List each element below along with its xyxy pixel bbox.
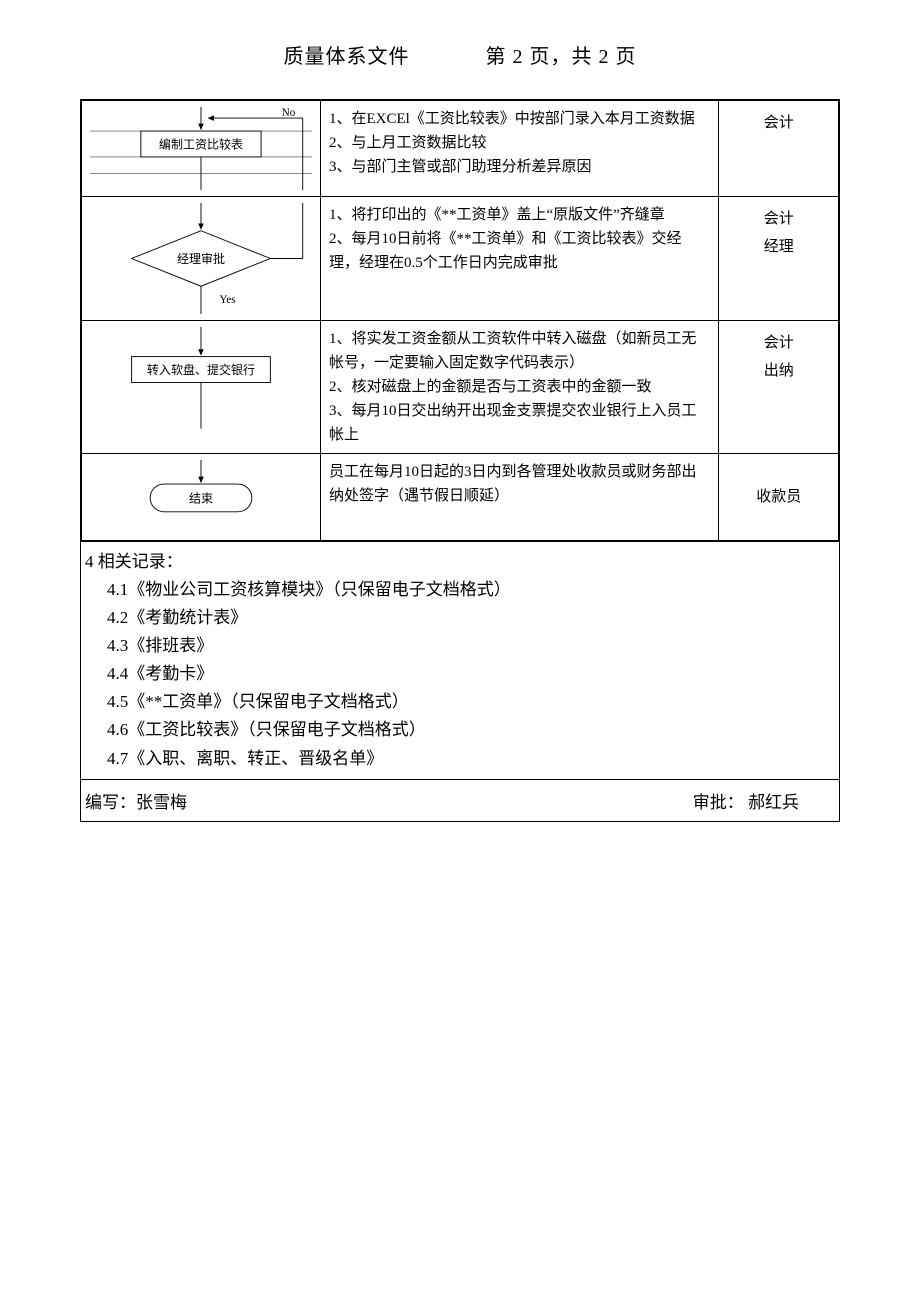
role-cell: 收款员 [719,454,839,541]
record-item: 4.4《考勤卡》 [85,660,829,688]
author-name: 张雪梅 [136,793,187,812]
approver-name: 郝红兵 [744,793,799,812]
role-text: 会计 [727,207,830,231]
record-item: 4.6《工资比较表》（只保留电子文档格式） [85,716,829,744]
flow-segment-2: 经理审批 Yes [90,203,312,314]
approver-block: 审批： 郝红兵 [693,788,799,813]
author-block: 编写：张雪梅 [85,788,187,813]
flow-cell: 转入软盘、提交银行 [82,321,321,454]
table-row: 转入软盘、提交银行 1、将实发工资金额从工资软件中转入磁盘（如新员工无帐号，一定… [82,321,839,454]
record-item: 4.2《考勤统计表》 [85,604,829,632]
desc-line: 2、每月10日前将《**工资单》和《工资比较表》交经理，经理在0.5个工作日内完… [329,227,710,275]
process-table: 编制工资比较表 No 1、在EXCEl《工资比较表》中按部门录入本月工资数据 2… [81,100,839,541]
desc-line: 3、每月10日交出纳开出现金支票提交农业银行上入员工帐上 [329,399,710,447]
document-frame: 编制工资比较表 No 1、在EXCEl《工资比较表》中按部门录入本月工资数据 2… [80,99,840,822]
record-item: 4.7《入职、离职、转正、晋级名单》 [85,745,829,773]
flow-edge-label-yes: Yes [219,294,235,306]
author-label: 编写： [85,793,136,812]
flow-node-label: 经理审批 [177,251,225,266]
desc-line: 1、在EXCEl《工资比较表》中按部门录入本月工资数据 [329,107,710,131]
flow-segment-3: 转入软盘、提交银行 [90,327,312,429]
desc-cell: 1、将打印出的《**工资单》盖上“原版文件”齐缝章 2、每月10日前将《**工资… [320,197,718,321]
desc-line: 2、与上月工资数据比较 [329,131,710,155]
page-number: 第 2 页，共 2 页 [486,46,637,68]
desc-line: 2、核对磁盘上的金额是否与工资表中的金额一致 [329,375,710,399]
table-row: 结束 员工在每月10日起的3日内到各管理处收款员或财务部出纳处签字（遇节假日顺延… [82,454,839,541]
desc-line: 1、将打印出的《**工资单》盖上“原版文件”齐缝章 [329,203,710,227]
role-text: 会计 [727,111,830,135]
flow-segment-4: 结束 [90,460,312,534]
signoff-row: 编写：张雪梅 审批： 郝红兵 [81,779,839,821]
page-header: 质量体系文件 第 2 页，共 2 页 [80,40,840,69]
role-text: 会计 [727,331,830,355]
role-cell: 会计 出纳 [719,321,839,454]
desc-cell: 1、将实发工资金额从工资软件中转入磁盘（如新员工无帐号，一定要输入固定数字代码表… [320,321,718,454]
records-section: 4 相关记录： 4.1《物业公司工资核算模块》（只保留电子文档格式） 4.2《考… [81,541,839,778]
role-cell: 会计 [719,101,839,197]
approver-label: 审批： [693,793,744,812]
desc-line: 3、与部门主管或部门助理分析差异原因 [329,155,710,179]
flow-edge-label-no: No [282,107,296,119]
flow-cell: 结束 [82,454,321,541]
flow-node-label: 转入软盘、提交银行 [147,362,255,377]
role-text: 经理 [727,235,830,259]
desc-line: 员工在每月10日起的3日内到各管理处收款员或财务部出纳处签字（遇节假日顺延） [329,460,710,508]
record-item: 4.1《物业公司工资核算模块》（只保留电子文档格式） [85,576,829,604]
desc-cell: 1、在EXCEl《工资比较表》中按部门录入本月工资数据 2、与上月工资数据比较 … [320,101,718,197]
flow-node-label: 结束 [189,492,213,506]
table-row: 编制工资比较表 No 1、在EXCEl《工资比较表》中按部门录入本月工资数据 2… [82,101,839,197]
desc-cell: 员工在每月10日起的3日内到各管理处收款员或财务部出纳处签字（遇节假日顺延） [320,454,718,541]
desc-line: 1、将实发工资金额从工资软件中转入磁盘（如新员工无帐号，一定要输入固定数字代码表… [329,327,710,375]
flow-segment-1: 编制工资比较表 No [90,107,312,190]
role-cell: 会计 经理 [719,197,839,321]
flow-cell: 编制工资比较表 No [82,101,321,197]
role-text: 收款员 [727,485,830,509]
flow-node-label: 编制工资比较表 [159,137,243,152]
record-item: 4.5《**工资单》（只保留电子文档格式） [85,688,829,716]
flow-cell: 经理审批 Yes [82,197,321,321]
doc-title: 质量体系文件 [284,46,410,68]
record-item: 4.3《排班表》 [85,632,829,660]
table-row: 经理审批 Yes 1、将打印出的《**工资单》盖上“原版文件”齐缝章 2、每月1… [82,197,839,321]
role-text: 出纳 [727,359,830,383]
records-heading: 4 相关记录： [85,548,829,576]
